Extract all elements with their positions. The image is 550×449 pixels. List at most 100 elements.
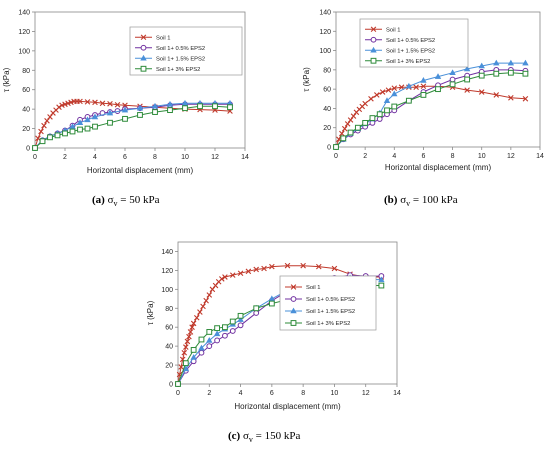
data-point-c-1	[222, 332, 228, 339]
x-tick-label-a: 8	[153, 154, 157, 161]
data-point-c-1	[253, 310, 260, 316]
x-tick-label-a: 2	[63, 154, 67, 161]
x-tick-label-c: 2	[207, 390, 211, 397]
y-tick-label-b: 140	[319, 10, 331, 17]
x-tick-label-c: 6	[270, 390, 274, 397]
data-point-b-0	[508, 95, 514, 101]
y-axis-label-a: τ (kPa)	[2, 67, 11, 92]
y-tick-label-b: 60	[323, 87, 331, 94]
data-point-c-2	[182, 365, 190, 372]
data-point-b-1	[449, 76, 456, 83]
y-tick-label-a: 20	[22, 126, 30, 133]
data-point-a-3	[54, 132, 61, 139]
y-axis-label-c: τ (kPa)	[146, 300, 155, 325]
chart-a-svg: 0 2 4 6 8 10 12 14020406080100120140Horizontal …	[2, 10, 249, 176]
data-point-c-1	[229, 328, 236, 334]
y-tick-label-a: 0	[26, 146, 30, 153]
data-point-a-2	[84, 116, 91, 123]
plot-area-b	[335, 11, 541, 148]
data-point-b-0	[339, 130, 345, 137]
data-point-b-1	[376, 116, 383, 122]
x-tick-label-c: 4	[239, 390, 243, 397]
legend-c: Soil 1 Soil 1+ 0.5% EPS2 Soil 1+ 1.5% EPS2…	[279, 275, 377, 331]
x-tick-label-c: 12	[362, 390, 370, 397]
x-tick-label-b: 0	[334, 153, 338, 160]
y-axis-label-b: τ (kPa)	[302, 67, 311, 92]
data-point-c-0	[181, 349, 188, 356]
x-tick-label-b: 12	[507, 153, 515, 160]
data-point-b-2	[493, 59, 500, 66]
data-point-c-0	[186, 333, 192, 340]
data-point-a-0	[47, 114, 53, 120]
data-point-c-0	[300, 262, 306, 269]
data-point-a-3	[39, 138, 46, 145]
legend-label-c-2: Soil 1+ 1.5% EPS2	[306, 309, 355, 315]
data-point-a-2	[76, 119, 84, 126]
data-point-b-0	[341, 125, 348, 132]
y-tick-label-a: 100	[18, 48, 30, 55]
chart-c-caption-sub: v	[248, 435, 253, 445]
data-point-b-0	[347, 117, 354, 123]
data-point-b-3	[369, 115, 376, 121]
data-point-c-2	[268, 295, 276, 302]
data-point-c-0	[206, 292, 213, 298]
chart-a-caption-sub: v	[113, 199, 118, 209]
data-point-b-2	[383, 97, 391, 104]
data-point-a-0	[107, 101, 113, 107]
data-point-c-0	[284, 262, 291, 269]
data-point-a-0	[38, 128, 44, 135]
chart-b-svg: 0 2 4 6 8 10 12 14020406080100120140Horizontal …	[302, 10, 544, 173]
legend-marker-a-2	[140, 54, 147, 61]
data-point-a-0	[92, 99, 98, 106]
data-point-c-0	[203, 297, 209, 304]
y-tick-label-a: 80	[22, 68, 30, 75]
legend-label-a-3: Soil 1+ 3% EPS2	[156, 67, 200, 73]
data-point-a-3	[107, 119, 113, 126]
data-point-b-0	[464, 87, 470, 93]
data-point-a-2	[151, 102, 159, 109]
data-point-a-2	[91, 113, 99, 120]
data-point-c-0	[219, 276, 225, 282]
data-point-c-0	[190, 320, 197, 327]
legend-label-a-0: Soil 1	[156, 35, 171, 41]
x-tick-label-c: 8	[301, 390, 305, 397]
y-tick-label-b: 20	[323, 125, 331, 132]
chart-a-caption-value: = 50 kPa	[117, 194, 160, 206]
x-tick-label-b: 6	[421, 153, 425, 160]
data-point-c-0	[178, 364, 184, 370]
x-axis-label-a: Horizontal displacement (mm)	[87, 166, 194, 175]
x-tick-label-c: 14	[393, 390, 401, 397]
legend-marker-b-2	[370, 46, 377, 53]
x-tick-label-b: 2	[363, 153, 367, 160]
data-point-b-0	[522, 95, 529, 102]
data-point-b-3	[384, 107, 390, 114]
plot-area-c	[177, 241, 398, 385]
data-point-c-0	[200, 303, 206, 310]
data-point-c-0	[229, 272, 236, 278]
data-point-a-0	[114, 101, 121, 108]
chart-b-caption-sigma: σ	[400, 194, 407, 206]
legend-label-a-2: Soil 1+ 1.5% EPS2	[156, 56, 205, 62]
data-point-c-3	[182, 360, 189, 367]
data-point-c-0	[197, 309, 203, 315]
legend-label-a-1: Soil 1+ 0.5% EPS2	[156, 46, 205, 52]
y-tick-label-b: 0	[327, 145, 331, 152]
data-point-a-0	[44, 118, 50, 124]
data-point-a-0	[56, 104, 62, 110]
data-point-c-0	[253, 266, 260, 273]
x-tick-label-c: 10	[331, 390, 339, 397]
data-point-c-2	[237, 316, 244, 322]
chart-c-svg: 0 2 4 6 8 10 12 14020406080100120140Horizontal …	[146, 241, 401, 411]
data-point-c-3	[253, 305, 260, 312]
chart-b-caption-tag: (b)	[384, 194, 398, 206]
x-tick-label-a: 10	[181, 154, 189, 161]
y-tick-label-a: 140	[18, 10, 30, 17]
data-point-a-0	[84, 99, 91, 105]
data-point-b-3	[420, 92, 427, 98]
plot-area-a	[34, 11, 246, 149]
data-point-c-1	[237, 322, 244, 329]
data-point-c-3	[229, 318, 236, 325]
legend-label-b-2: Soil 1+ 1.5% EPS2	[386, 48, 435, 54]
data-point-c-2	[206, 337, 213, 343]
legend-marker-c-0	[290, 284, 297, 290]
